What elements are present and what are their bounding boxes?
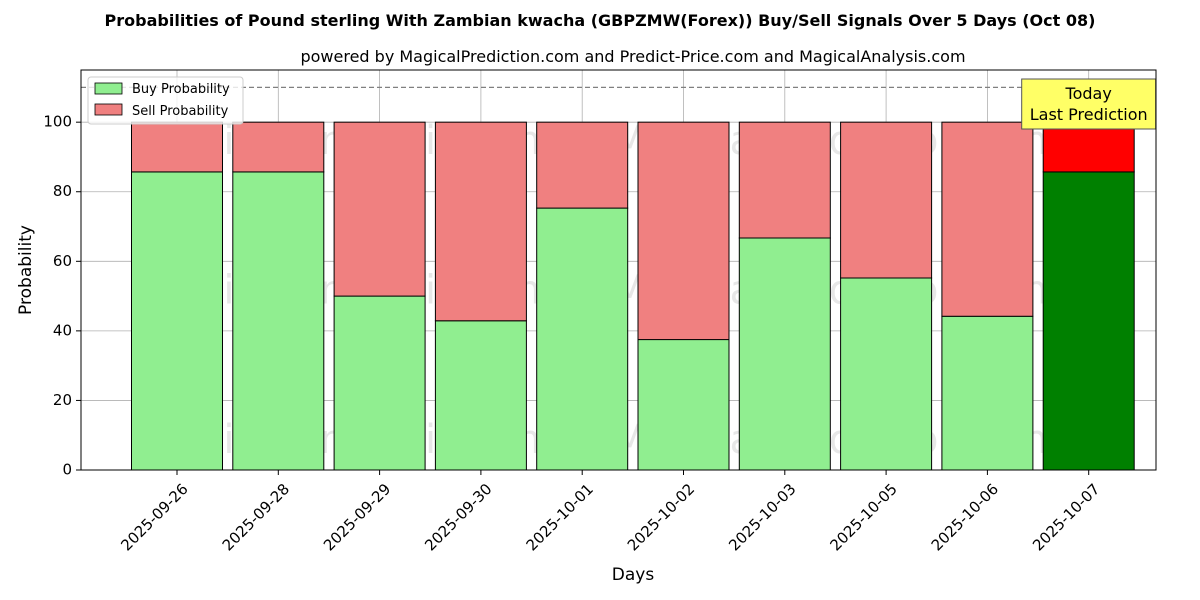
- legend-sell-label: Sell Probability: [132, 104, 229, 119]
- x-tick-label-2025-09-30: 2025-09-30: [421, 480, 495, 554]
- bar-sell-2025-10-03: [738, 121, 831, 239]
- x-tick-label-2025-09-28: 2025-09-28: [219, 480, 293, 554]
- bar-sell-2025-09-26: [131, 121, 223, 173]
- bar-buy-2025-09-28: [232, 171, 325, 471]
- y-tick-label-1: 20: [53, 391, 72, 409]
- x-tick-label-2025-10-06: 2025-10-06: [928, 480, 1002, 554]
- legend-buy-label: Buy Probability: [132, 82, 230, 97]
- bar-buy-2025-09-26: [131, 171, 223, 471]
- legend-buy-swatch: [94, 82, 123, 95]
- x-tick-label-2025-09-29: 2025-09-29: [320, 480, 394, 554]
- y-tick-label-3: 60: [53, 252, 72, 270]
- x-tick-label-2025-10-02: 2025-10-02: [624, 480, 698, 554]
- bar-sell-2025-10-02: [637, 121, 730, 341]
- x-axis: 2025-09-26 2025-09-28 2025-09-29 2025-09-30…: [117, 470, 1103, 554]
- bar-buy-2025-10-03: [738, 237, 831, 471]
- legend-box: [87, 76, 244, 125]
- x-tick-label-2025-10-05: 2025-10-05: [826, 480, 900, 554]
- x-tick-label-2025-09-26: 2025-09-26: [117, 480, 191, 554]
- x-tick-label-2025-10-03: 2025-10-03: [725, 480, 799, 554]
- bar-buy-2025-09-29: [333, 295, 426, 471]
- bar-sell-2025-09-28: [232, 121, 325, 173]
- legend-sell-swatch: [94, 103, 123, 116]
- x-tick-label-2025-10-01: 2025-10-01: [523, 480, 597, 554]
- today-annotation-line2: Last Prediction: [1030, 105, 1148, 124]
- bar-sell-2025-10-07: [1042, 121, 1135, 173]
- bar-sell-2025-10-05: [840, 121, 933, 279]
- bar-layer: [131, 121, 1135, 471]
- bar-buy-2025-10-01: [536, 207, 629, 471]
- bar-sell-2025-09-29: [333, 121, 426, 297]
- bar-sell-2025-10-06: [941, 121, 1034, 317]
- y-tick-label-5: 100: [43, 113, 72, 131]
- y-axis: 0 20 40 60 80 100: [43, 113, 81, 479]
- y-tick-label-0: 0: [62, 461, 72, 479]
- x-tick-label-2025-10-07: 2025-10-07: [1029, 480, 1103, 554]
- chart-title: Probabilities of Pound sterling With Zam…: [105, 11, 1096, 30]
- legend: Buy Probability Sell Probability: [87, 76, 244, 125]
- y-axis-label: Probability: [16, 225, 36, 315]
- bar-buy-2025-10-06: [941, 315, 1034, 471]
- bar-buy-2025-10-05: [840, 277, 933, 471]
- y-tick-label-4: 80: [53, 182, 72, 200]
- today-annotation-line1: Today: [1065, 84, 1112, 103]
- today-annotation-box: [1021, 78, 1157, 130]
- bar-sell-2025-10-01: [536, 121, 629, 209]
- y-tick-label-2: 40: [53, 321, 72, 339]
- bar-buy-2025-10-02: [637, 339, 730, 471]
- annotation-layer: Today Last Prediction: [1021, 78, 1157, 130]
- bar-sell-2025-09-30: [434, 121, 527, 322]
- x-axis-label: Days: [612, 565, 655, 585]
- plot-frame: [80, 69, 1157, 471]
- chart-subtitle: powered by MagicalPrediction.com and Pre…: [300, 47, 965, 66]
- bar-buy-2025-10-07: [1042, 171, 1135, 471]
- bar-buy-2025-09-30: [434, 320, 527, 471]
